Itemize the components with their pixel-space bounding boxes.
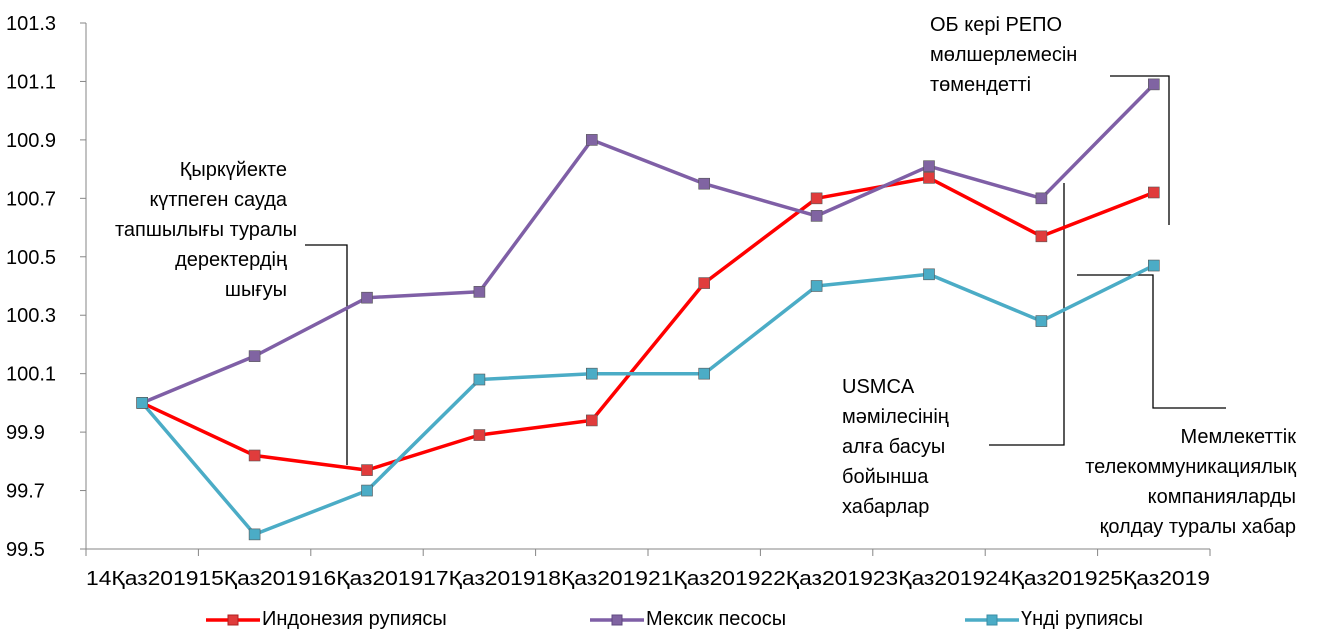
data-point [1035, 230, 1048, 243]
line-chart: 99.5 99.7 99.9 100.1 100.3 100.5 100.7 100.9 101… [6, 13, 1226, 590]
data-point [585, 367, 598, 380]
x-tick-label: 16Қаз2019 [311, 568, 423, 590]
data-point [473, 373, 486, 386]
annotation-line: ОБ кері РЕПО [930, 14, 1063, 36]
data-point [361, 484, 373, 497]
y-tick-label: 99.9 [6, 422, 45, 444]
legend-marker-indonesia [206, 614, 260, 626]
annotation-line: тапшылығы туралы [115, 219, 298, 241]
annotation-telecom-support: Мемлекеттік телекоммуникациялық компания… [1030, 422, 1296, 542]
annotation-line: қолдау туралы хабар [1099, 516, 1296, 538]
legend-label-indonesia: Индонезия рупиясы [262, 608, 447, 630]
data-point [810, 192, 823, 205]
y-tick-label: 100.5 [6, 247, 56, 269]
y-tick-label: 100.9 [6, 130, 56, 152]
annotation-leader-lines [305, 75, 1226, 465]
annotation-line: компанияларды [1147, 486, 1296, 508]
y-tick-label: 99.7 [6, 481, 45, 503]
annotation-line: USMCA [842, 376, 915, 398]
x-tick-label: 22Қаз2019 [760, 568, 872, 590]
y-tick-label: 100.3 [6, 305, 56, 327]
y-tick-label: 101.1 [6, 71, 56, 93]
data-point [248, 449, 261, 462]
x-tick-label: 23Қаз2019 [873, 568, 985, 590]
y-tick-label: 100.1 [6, 364, 56, 386]
series-line [140, 263, 1155, 537]
legend-label-india: Үнді рупиясы [1021, 608, 1143, 630]
data-point [361, 464, 373, 476]
x-tick-label: 14Қаз2019 [86, 568, 198, 590]
annotation-leader-line [1110, 75, 1170, 225]
legend-marker-india [965, 614, 1019, 626]
legend: Индонезия рупиясы Мексик песосы Үнді руп… [0, 608, 1322, 636]
y-tick-label: 101.3 [6, 13, 56, 35]
annotation-line: деректердің [175, 249, 287, 271]
data-point [698, 367, 711, 380]
axes: 99.5 99.7 99.9 100.1 100.3 100.5 100.7 100.9 101… [6, 13, 1211, 590]
data-point [923, 268, 935, 281]
annotation-line: телекоммуникациялық [1085, 456, 1296, 478]
data-point [585, 414, 598, 427]
data-point [248, 350, 261, 362]
annotation-line: Мемлекеттік [1180, 426, 1297, 448]
annotation-line: күтпеген сауда [149, 189, 287, 211]
annotation-line: бойынша [842, 466, 929, 488]
annotation-usmca-news: USMCA мәмілесінің алға басуы бойынша хаб… [842, 372, 949, 522]
annotation-leader-line [305, 244, 348, 465]
annotation-line: Қыркүйекте [179, 159, 287, 181]
y-tick-label: 99.5 [6, 539, 45, 561]
data-point [1148, 78, 1160, 91]
data-point [361, 291, 373, 304]
data-point [248, 528, 261, 541]
data-point [1148, 259, 1160, 272]
x-tick-label: 25Қаз2019 [1098, 568, 1210, 590]
data-point [1035, 192, 1048, 205]
data-point [136, 397, 148, 409]
x-tick-label: 17Қаз2019 [423, 568, 535, 590]
annotation-line: хабарлар [842, 496, 930, 518]
annotation-line: алға басуы [842, 436, 946, 458]
annotation-september-trade-deficit: Қыркүйекте күтпеген сауда тапшылығы тура… [115, 155, 298, 305]
series-line [141, 83, 1156, 405]
annotation-leader-line [1077, 274, 1226, 409]
data-point [810, 280, 823, 292]
annotation-line: шығуы [224, 279, 287, 301]
x-tick-label: 18Қаз2019 [536, 568, 648, 590]
data-point [810, 210, 823, 222]
x-tick-label: 24Қаз2019 [985, 568, 1097, 590]
legend-marker-mexico [590, 614, 644, 626]
data-point [923, 172, 935, 184]
data-point [1148, 186, 1160, 199]
annotation-leader-line [989, 183, 1065, 446]
data-point [1035, 315, 1048, 327]
data-point [698, 277, 711, 289]
series-line [141, 176, 1155, 472]
annotation-line: мәмілесінің [842, 406, 949, 428]
annotation-repo-rate-cut: ОБ кері РЕПО мөлшерлемесін төмендетті [930, 10, 1077, 100]
x-tick-label: 15Қаз2019 [198, 568, 310, 590]
y-tick-label: 100.7 [6, 188, 56, 210]
data-point [585, 134, 598, 146]
annotation-line: мөлшерлемесін [930, 44, 1078, 66]
legend-label-mexico: Мексик песосы [646, 608, 787, 630]
series-lines [136, 78, 1160, 541]
data-point [473, 429, 486, 441]
data-point [698, 177, 711, 190]
annotation-line: төмендетті [930, 74, 1032, 96]
data-point [923, 160, 935, 172]
x-tick-label: 21Қаз2019 [648, 568, 760, 590]
data-point [473, 286, 486, 298]
